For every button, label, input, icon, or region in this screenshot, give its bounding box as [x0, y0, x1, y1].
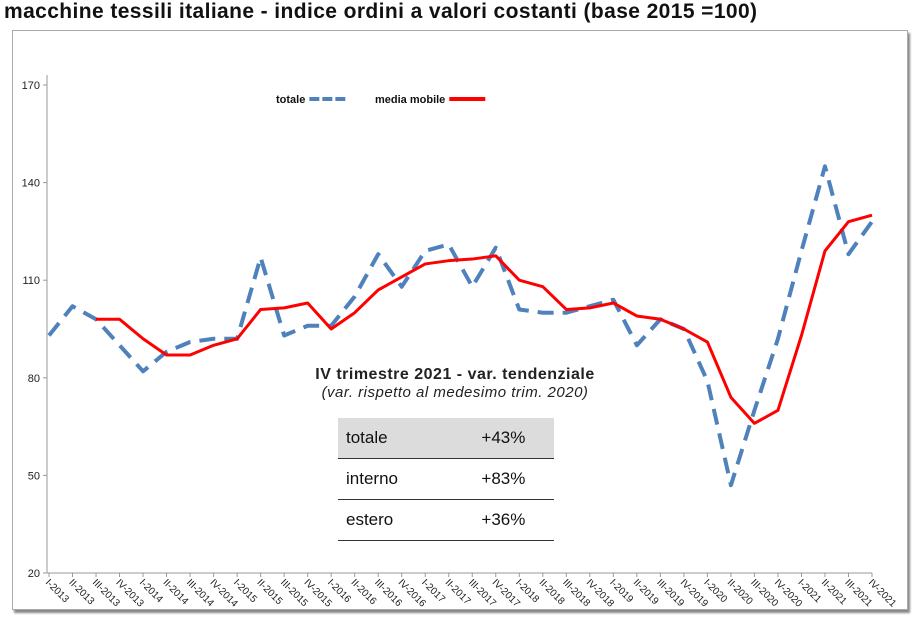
x-tick-label: I-2013	[43, 577, 71, 605]
series-line-totale	[47, 164, 874, 488]
annotation-heading: IV trimestre 2021 - var. tendenziale	[315, 366, 595, 383]
table-row: interno +83%	[338, 458, 554, 500]
row-value: +36%	[452, 499, 554, 541]
row-label: totale	[338, 418, 453, 459]
y-tick-label: 110	[22, 275, 40, 287]
row-value: +43%	[452, 418, 554, 459]
table-row: totale +43%	[338, 418, 554, 459]
x-tick-label: IV-2021	[866, 577, 898, 609]
variation-table: totale +43% interno +83% estero +36%	[338, 418, 554, 541]
row-label: estero	[338, 499, 453, 541]
annotation: IV trimestre 2021 - var. tendenziale (va…	[300, 366, 610, 401]
row-value: +83%	[452, 458, 554, 500]
table-row: estero +36%	[338, 499, 554, 541]
y-tick-label: 170	[22, 80, 40, 92]
y-tick-label: 140	[22, 178, 40, 190]
y-tick-label: 50	[28, 470, 40, 482]
chart-title: macchine tessili italiane - indice ordin…	[4, 0, 758, 23]
legend-label: media mobile	[375, 94, 445, 106]
series-line-media-mobile	[96, 213, 873, 425]
y-tick-label: 80	[28, 373, 40, 385]
annotation-subheading: (var. rispetto al medesimo trim. 2020)	[321, 384, 589, 401]
y-tick-label: 20	[28, 568, 40, 580]
row-label: interno	[338, 458, 453, 500]
legend-label: totale	[276, 94, 305, 106]
